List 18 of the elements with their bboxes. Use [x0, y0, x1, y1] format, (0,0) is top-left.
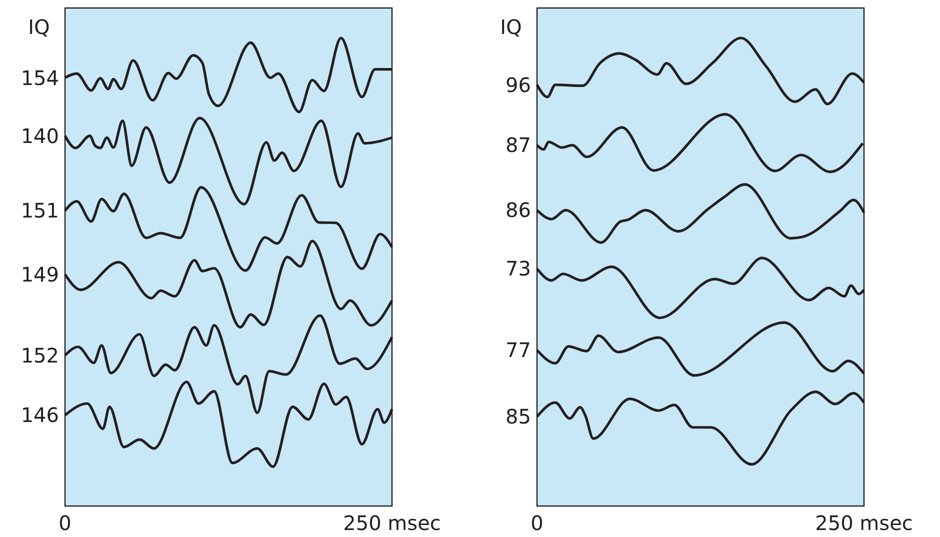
x-tick-label: 250 msec: [815, 511, 913, 536]
y-axis-title: IQ: [500, 15, 522, 39]
series-label: 151: [20, 198, 59, 223]
series-label: 77: [506, 338, 531, 362]
series-label: 149: [20, 262, 59, 286]
series-label: 140: [20, 124, 59, 148]
series-label: 85: [506, 404, 531, 429]
series-label: 152: [20, 343, 59, 368]
series-label: 73: [506, 256, 531, 281]
y-axis-title: IQ: [28, 15, 50, 39]
series-label: 86: [506, 198, 531, 222]
series-label: 87: [506, 133, 531, 158]
series-label: 154: [20, 66, 59, 90]
x-tick-label: 0: [58, 511, 72, 536]
x-tick-label: 250 msec: [343, 511, 441, 536]
series-label: 96: [506, 72, 531, 97]
series-label: 146: [20, 403, 59, 428]
x-tick-label: 0: [530, 511, 544, 536]
